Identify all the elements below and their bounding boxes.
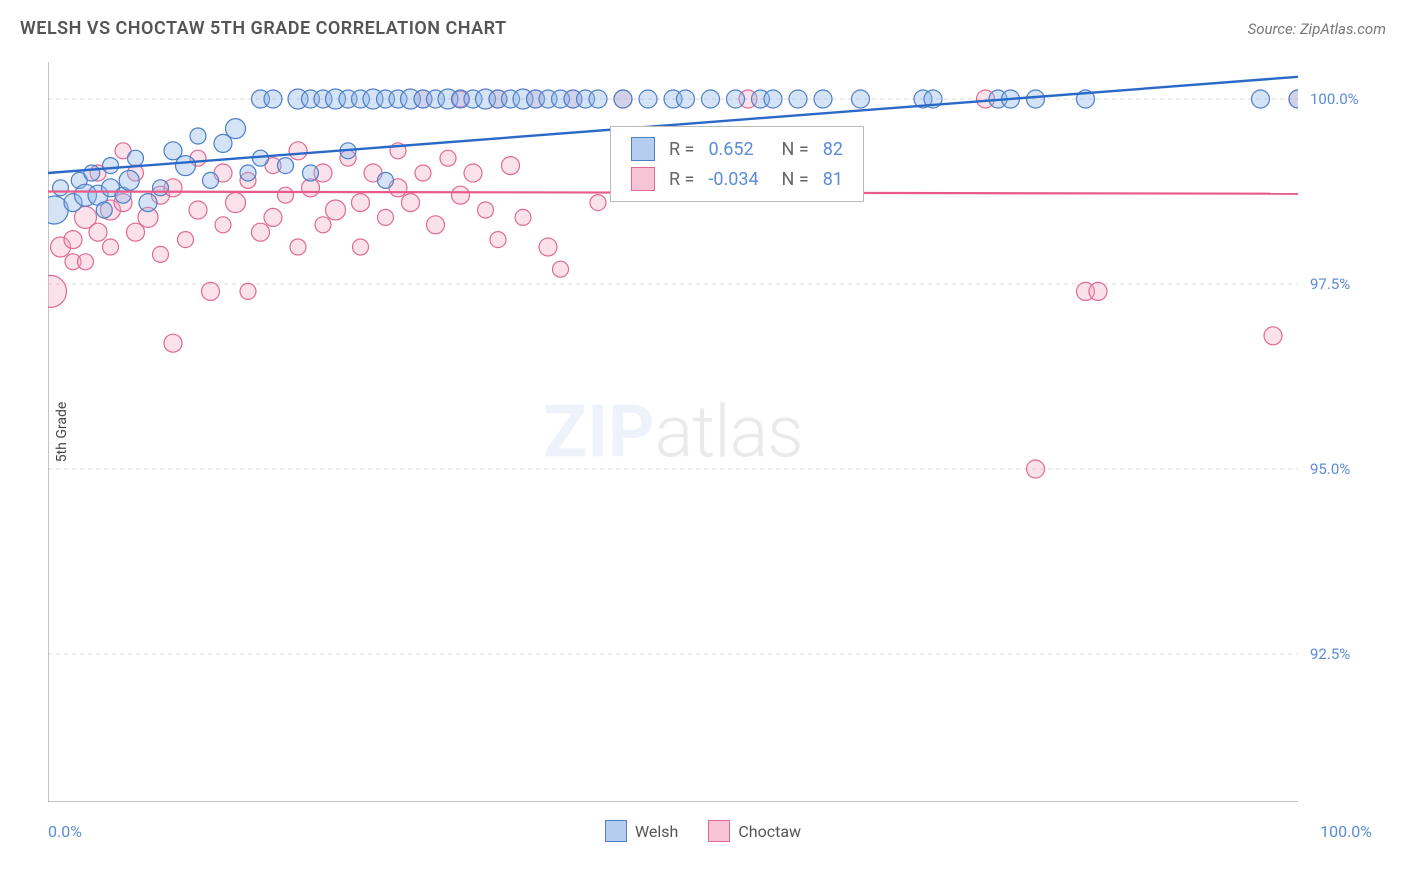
correlation-stats-box: R =0.652 N =82R =-0.034 N =81 — [610, 126, 864, 202]
stat-row: R =-0.034 N =81 — [625, 165, 849, 193]
stat-r-label: R = — [663, 165, 700, 193]
chart-title: WELSH VS CHOCTAW 5TH GRADE CORRELATION C… — [20, 18, 507, 39]
chart-header: WELSH VS CHOCTAW 5TH GRADE CORRELATION C… — [20, 18, 1386, 39]
stat-r-value: -0.034 — [702, 165, 764, 193]
plot-area: ZIPatlas 5th Grade 92.5%95.0%97.5%100.0%… — [48, 62, 1298, 802]
stat-row: R =0.652 N =82 — [625, 135, 849, 163]
y-tick-label: 92.5% — [1310, 645, 1380, 663]
stat-n-value: 82 — [817, 135, 849, 163]
stat-n-value: 81 — [817, 165, 849, 193]
stat-n-label: N = — [767, 135, 815, 163]
legend-label-welsh: Welsh — [635, 822, 678, 841]
y-axis-label: 5th Grade — [54, 402, 70, 463]
legend-swatch-welsh — [605, 820, 627, 842]
stat-r-value: 0.652 — [702, 135, 764, 163]
y-tick-label: 97.5% — [1310, 275, 1380, 293]
chart-source: Source: ZipAtlas.com — [1248, 20, 1386, 38]
stat-n-label: N = — [767, 165, 815, 193]
legend: Welsh Choctaw — [0, 820, 1406, 842]
y-tick-label: 95.0% — [1310, 460, 1380, 478]
stat-swatch — [631, 167, 655, 191]
stat-r-label: R = — [663, 135, 700, 163]
stat-swatch — [631, 137, 655, 161]
legend-item-choctaw: Choctaw — [708, 820, 801, 842]
legend-swatch-choctaw — [708, 820, 730, 842]
legend-label-choctaw: Choctaw — [738, 822, 801, 841]
legend-item-welsh: Welsh — [605, 820, 678, 842]
y-tick-label: 100.0% — [1310, 90, 1380, 108]
